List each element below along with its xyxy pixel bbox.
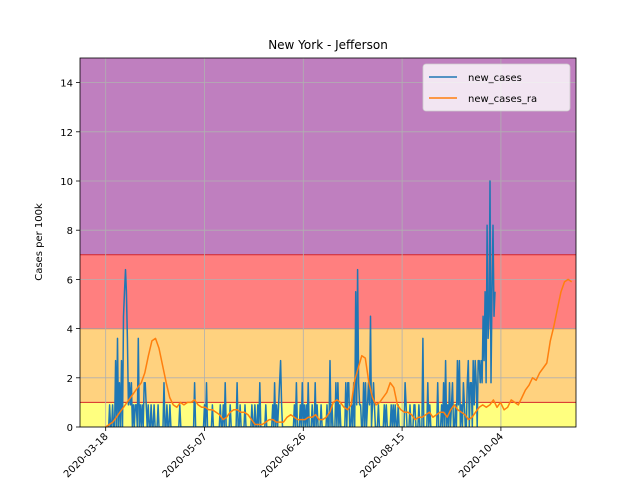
y-axis-label: Cases per 100k: [34, 203, 45, 281]
y-tick-label: 4: [67, 325, 73, 336]
legend: new_cases new_cases_ra: [422, 63, 571, 112]
x-tick-label: 2020-05-07: [161, 431, 210, 480]
y-tick-label: 0: [67, 423, 73, 434]
legend-label-new_cases: new_cases: [468, 73, 522, 84]
y-tick-label: 10: [60, 177, 73, 188]
y-axis-ticks: 0 2 4 6 8 10 12 14: [60, 79, 80, 434]
band-2: [80, 254, 576, 329]
x-tick-label: 2020-06-26: [260, 431, 309, 480]
x-tick-label: 2020-10-04: [457, 431, 506, 480]
x-tick-label: 2020-03-18: [62, 431, 111, 480]
chart-title: New York - Jefferson: [268, 38, 388, 52]
plot-frame: [79, 57, 577, 428]
y-tick-label: 12: [60, 128, 73, 139]
series-line-new_cases_ra: [105, 278, 573, 427]
x-tick-label: 2020-08-15: [358, 431, 407, 480]
x-axis-ticks: 2020-03-18 2020-05-07 2020-06-26 2020-08-15…: [62, 427, 506, 480]
legend-box: [422, 63, 571, 112]
y-tick-label: 6: [67, 275, 73, 286]
y-tick-label: 2: [67, 374, 73, 385]
legend-label-new_cases_ra: new_cases_ra: [468, 94, 537, 105]
y-tick-label: 8: [67, 226, 73, 237]
y-tick-label: 14: [60, 79, 73, 90]
series-lines: [105, 180, 573, 427]
risk-bands: [80, 58, 576, 427]
